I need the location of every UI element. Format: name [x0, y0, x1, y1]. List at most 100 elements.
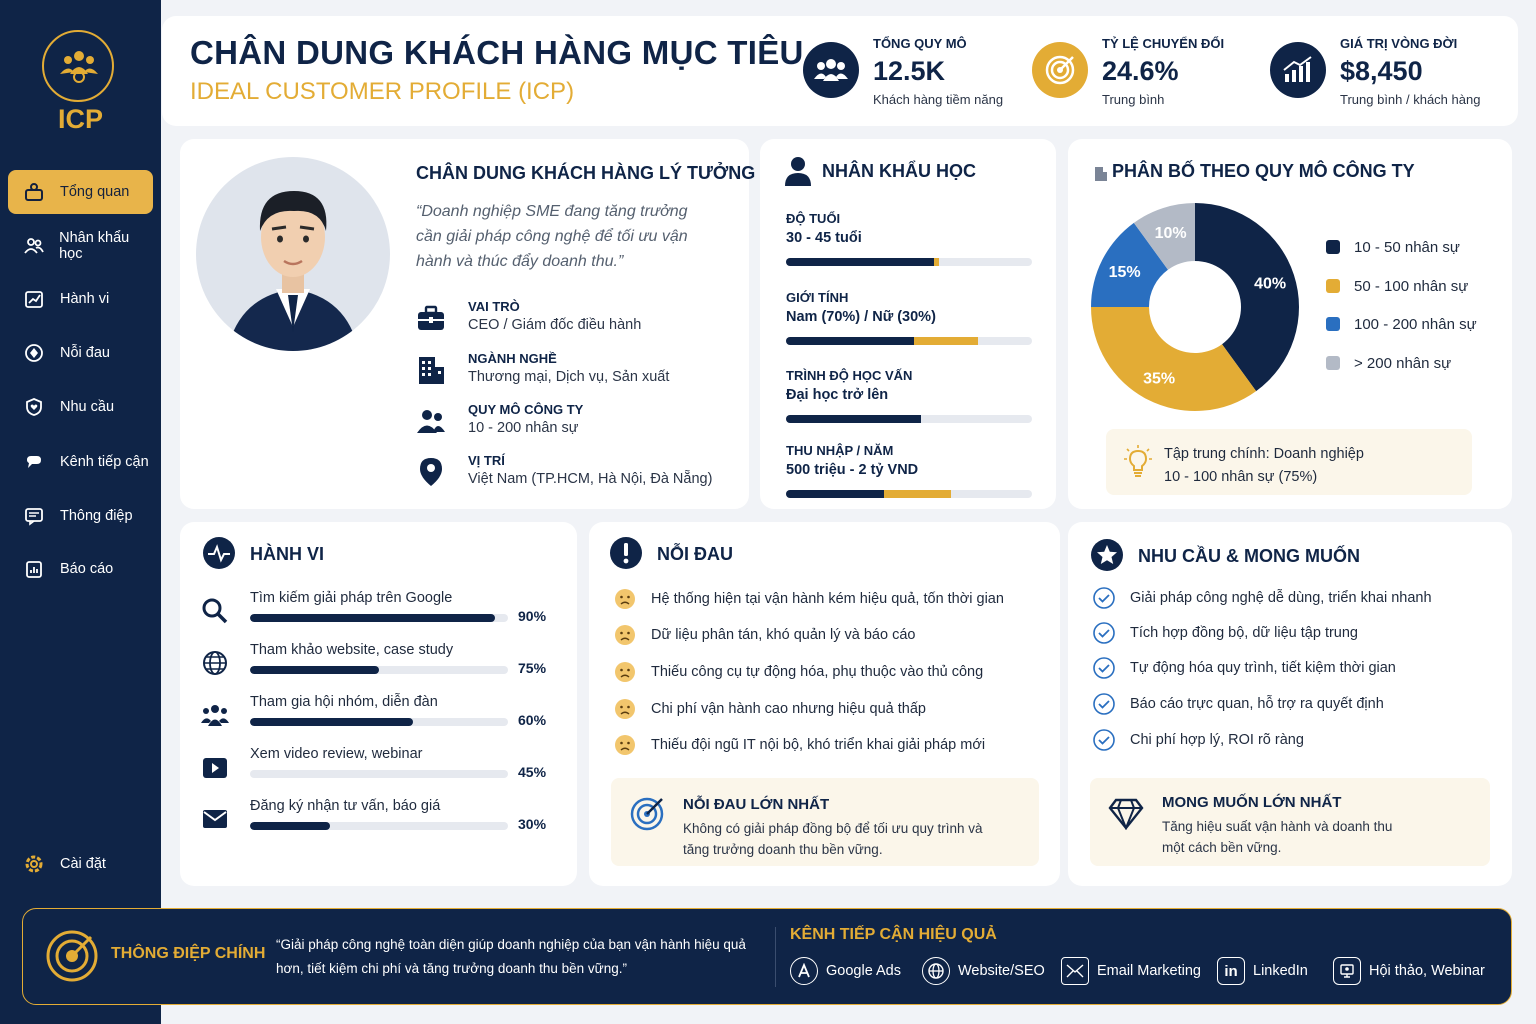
- behavior-bar: [250, 666, 508, 674]
- kpi-label: GIÁ TRỊ VÒNG ĐỜI: [1340, 36, 1458, 51]
- pain-item: Chi phí vận hành cao nhưng hiệu quả thấp: [613, 697, 926, 721]
- profile-card: CHÂN DUNG KHÁCH HÀNG LÝ TƯỞNG “Doanh ngh…: [180, 139, 755, 509]
- sidebar-item-label: Báo cáo: [60, 561, 114, 577]
- need-item: Chi phí hợp lý, ROI rõ ràng: [1092, 728, 1304, 752]
- behavior-title: HÀNH VI: [250, 544, 325, 564]
- bar-segment-navy: [786, 415, 922, 423]
- page-subtitle: IDEAL CUSTOMER PROFILE (ICP): [190, 78, 575, 105]
- channel-label: Email Marketing: [1097, 963, 1201, 979]
- mail-icon: [200, 804, 230, 834]
- kpi-value: 24.6%: [1102, 56, 1179, 86]
- sidebar-item-pain[interactable]: Nỗi đau: [8, 331, 153, 375]
- biggest-pain-line-2: tăng trưởng doanh thu bền vững.: [683, 842, 883, 857]
- behavior-text: Xem video review, webinar: [250, 746, 423, 762]
- needs-title: NHU CẦU & MONG MUỐN: [1138, 546, 1360, 566]
- demo-bar: [786, 415, 1032, 423]
- demo-bar: [786, 258, 1032, 266]
- legend-label: 50 - 100 nhân sự: [1354, 277, 1469, 295]
- pain-text: Thiếu công cụ tự động hóa, phụ thuộc vào…: [651, 664, 984, 680]
- kpi-sub: Trung bình / khách hàng: [1340, 92, 1481, 107]
- biggest-need-line-2: một cách bền vững.: [1162, 840, 1282, 855]
- demo-label: GIỚI TÍNH: [786, 290, 849, 305]
- pain-title: NỖI ĐAU: [657, 544, 733, 564]
- pain-item: Hệ thống hiện tại vận hành kém hiệu quả,…: [613, 587, 1004, 611]
- persona-illustration: [227, 191, 359, 351]
- sidebar-item-label: Kênh tiếp cận: [60, 454, 149, 470]
- behavior-bar-fill: [250, 614, 496, 622]
- behavior-bar: [250, 770, 508, 778]
- biggest-need-line-1: Tăng hiệu suất vận hành và doanh thu: [1162, 819, 1393, 834]
- target-icon: [46, 930, 98, 982]
- sidebar-item-needs[interactable]: Nhu cầu: [8, 385, 153, 429]
- donut-label-2: 15%: [1109, 264, 1141, 281]
- users-icon: [22, 234, 45, 258]
- sidebar-item-reports[interactable]: Báo cáo: [8, 547, 153, 591]
- search-icon: [200, 596, 230, 626]
- sidebar-item-demographics[interactable]: Nhân khẩu học: [8, 224, 153, 268]
- legend-item: 10 - 50 nhân sự: [1326, 237, 1460, 257]
- donut-slice-0: [1195, 203, 1299, 392]
- channel-website-seo[interactable]: Website/SEO: [922, 957, 1045, 985]
- sidebar-item-messages[interactable]: Thông điệp: [8, 494, 153, 538]
- behavior-pct: 75%: [518, 660, 547, 676]
- channel-google-ads[interactable]: Google Ads: [790, 957, 901, 985]
- behavior-text: Tham khảo website, case study: [250, 642, 454, 658]
- bar-segment-gold: [913, 337, 978, 345]
- behavior-pct: 90%: [518, 608, 547, 624]
- globe-icon: [922, 957, 950, 985]
- profile-quote: “Doanh nghiệp SME đang tăng trưởng cần g…: [416, 203, 688, 270]
- biggest-pain-text: Không có giải pháp đồng bộ để tối ưu quy…: [683, 818, 1023, 860]
- sidebar-item-label: Nỗi đau: [60, 345, 110, 361]
- demo-label: TRÌNH ĐỘ HỌC VẤN: [786, 368, 913, 383]
- sidebar-item-overview[interactable]: Tổng quan: [8, 170, 153, 214]
- legend-swatch: [1326, 240, 1340, 254]
- target-icon: [1032, 42, 1088, 98]
- need-text: Giải pháp công nghệ dễ dùng, triển khai …: [1130, 590, 1432, 606]
- bar-segment-gold: [933, 258, 939, 266]
- sidebar-item-label: Thông điệp: [60, 508, 133, 524]
- channel-linkedin[interactable]: in LinkedIn: [1217, 957, 1308, 985]
- behavior-item-search: Tìm kiếm giải pháp trên Google 90%: [200, 590, 550, 630]
- behavior-bar-fill: [250, 822, 330, 830]
- logo: [42, 30, 114, 102]
- kpi-value: $8,450: [1340, 56, 1423, 86]
- pain-text: Dữ liệu phân tán, khó quản lý và báo cáo: [651, 627, 916, 643]
- donut-chart: 40% 35% 15% 10%: [1091, 203, 1299, 411]
- sidebar-item-channels[interactable]: Kênh tiếp cận: [8, 440, 153, 484]
- team-icon: [416, 406, 446, 436]
- needs-card: NHU CẦU & MONG MUỐN Giải pháp công nghệ …: [1068, 522, 1512, 886]
- pain-text: Thiếu đội ngũ IT nội bộ, khó triển khai …: [651, 737, 986, 753]
- kpi-sub: Trung bình: [1102, 92, 1165, 107]
- info-value: 10 - 200 nhân sự: [468, 420, 579, 436]
- channel-label: Google Ads: [826, 963, 901, 979]
- behavior-bar: [250, 718, 508, 726]
- need-item: Giải pháp công nghệ dễ dùng, triển khai …: [1092, 586, 1432, 610]
- legend-item: > 200 nhân sự: [1326, 353, 1451, 373]
- legend-item: 100 - 200 nhân sự: [1326, 314, 1477, 334]
- alert-icon: [610, 537, 642, 569]
- demo-value: 30 - 45 tuổi: [786, 230, 862, 246]
- biggest-pain-line-1: Không có giải pháp đồng bộ để tối ưu quy…: [683, 821, 983, 836]
- channel-webinar[interactable]: Hội thảo, Webinar: [1333, 957, 1485, 985]
- message-icon: [22, 504, 46, 528]
- ads-icon: [790, 957, 818, 985]
- community-icon: [200, 700, 230, 730]
- biggest-need-title: MONG MUỐN LỚN NHẤT: [1162, 794, 1342, 811]
- behavior-card: HÀNH VI Tìm kiếm giải pháp trên Google 9…: [180, 522, 577, 886]
- location-pin-icon: [416, 457, 446, 487]
- info-label: VỊ TRÍ: [468, 453, 505, 468]
- divider: [775, 927, 776, 987]
- channel-email[interactable]: Email Marketing: [1061, 957, 1201, 985]
- donut-slice-3: [1133, 203, 1195, 270]
- sidebar-item-behavior[interactable]: Hành vi: [8, 277, 153, 321]
- legend-item: 50 - 100 nhân sự: [1326, 276, 1468, 296]
- demo-value: Nam (70%) / Nữ (30%): [786, 309, 936, 325]
- key-message-text: “Giải pháp công nghệ toàn diện giúp doan…: [276, 937, 746, 976]
- sidebar-item-settings[interactable]: Cài đặt: [8, 842, 153, 886]
- focus-line-1: Tập trung chính: Doanh nghiệp: [1164, 446, 1364, 462]
- check-circle-icon: [1092, 728, 1116, 752]
- demo-label: THU NHẬP / NĂM: [786, 443, 894, 458]
- biggest-need-text: Tăng hiệu suất vận hành và doanh thu một…: [1162, 816, 1472, 858]
- key-message-title: THÔNG ĐIỆP CHÍNH: [111, 945, 266, 962]
- company-size-title: PHÂN BỐ THEO QUY MÔ CÔNG TY: [1112, 161, 1415, 181]
